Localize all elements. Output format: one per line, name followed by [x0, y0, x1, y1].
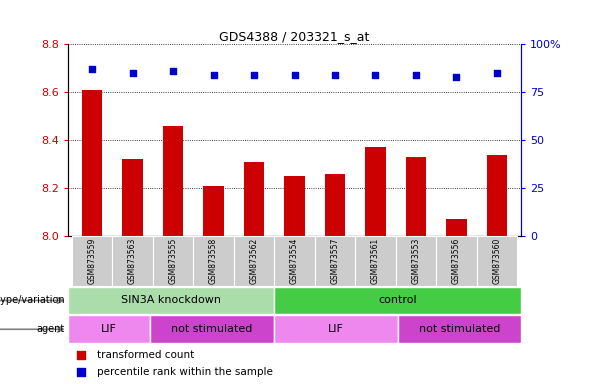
Bar [234, 236, 274, 286]
Text: GSM873560: GSM873560 [492, 238, 501, 284]
Bar [284, 176, 305, 384]
Bar [446, 219, 466, 384]
Point [209, 72, 218, 78]
Bar [398, 316, 521, 343]
Bar [487, 155, 507, 384]
Bar [315, 236, 355, 286]
Bar [150, 316, 274, 343]
Text: GSM873555: GSM873555 [168, 238, 177, 284]
Point [492, 70, 502, 76]
Bar [203, 186, 224, 384]
Text: GSM873562: GSM873562 [250, 238, 259, 284]
Bar [406, 157, 426, 384]
Point [413, 281, 423, 287]
Point [249, 72, 259, 78]
Bar [436, 236, 477, 286]
Point [371, 72, 380, 78]
Text: GSM873557: GSM873557 [330, 238, 339, 284]
Bar [274, 286, 521, 314]
Bar [163, 126, 183, 384]
Text: not stimulated: not stimulated [171, 324, 253, 334]
Point [87, 66, 97, 72]
Bar [355, 236, 396, 286]
Bar [477, 236, 517, 286]
Text: SIN3A knockdown: SIN3A knockdown [121, 295, 221, 306]
Bar [112, 236, 153, 286]
Bar [244, 162, 264, 384]
Point [452, 74, 461, 80]
Text: genotype/variation: genotype/variation [0, 295, 65, 306]
Bar [68, 286, 274, 314]
Text: GSM873563: GSM873563 [128, 238, 137, 284]
Bar [82, 90, 102, 384]
Point [330, 72, 340, 78]
Text: GSM873556: GSM873556 [452, 238, 461, 284]
Bar [325, 174, 345, 384]
Text: transformed count: transformed count [97, 350, 194, 360]
Bar [68, 316, 150, 343]
Text: not stimulated: not stimulated [419, 324, 500, 334]
Bar [153, 236, 193, 286]
Text: LIF: LIF [328, 324, 343, 334]
Text: GSM873559: GSM873559 [88, 238, 97, 284]
Text: agent: agent [37, 324, 65, 334]
Point [128, 70, 137, 76]
Text: LIF: LIF [101, 324, 117, 334]
Point [290, 72, 299, 78]
Point [411, 72, 421, 78]
Bar [123, 159, 143, 384]
Text: control: control [378, 295, 417, 306]
Bar [274, 316, 398, 343]
Text: GSM873554: GSM873554 [290, 238, 299, 284]
Text: GSM873553: GSM873553 [412, 238, 421, 284]
Bar [274, 236, 315, 286]
Bar [72, 236, 112, 286]
Point [168, 68, 178, 74]
Point [413, 134, 423, 140]
Text: GSM873561: GSM873561 [371, 238, 380, 284]
Text: percentile rank within the sample: percentile rank within the sample [97, 366, 273, 377]
Title: GDS4388 / 203321_s_at: GDS4388 / 203321_s_at [219, 30, 370, 43]
Text: GSM873558: GSM873558 [209, 238, 218, 284]
Bar [193, 236, 234, 286]
Bar [365, 147, 386, 384]
Bar [396, 236, 436, 286]
